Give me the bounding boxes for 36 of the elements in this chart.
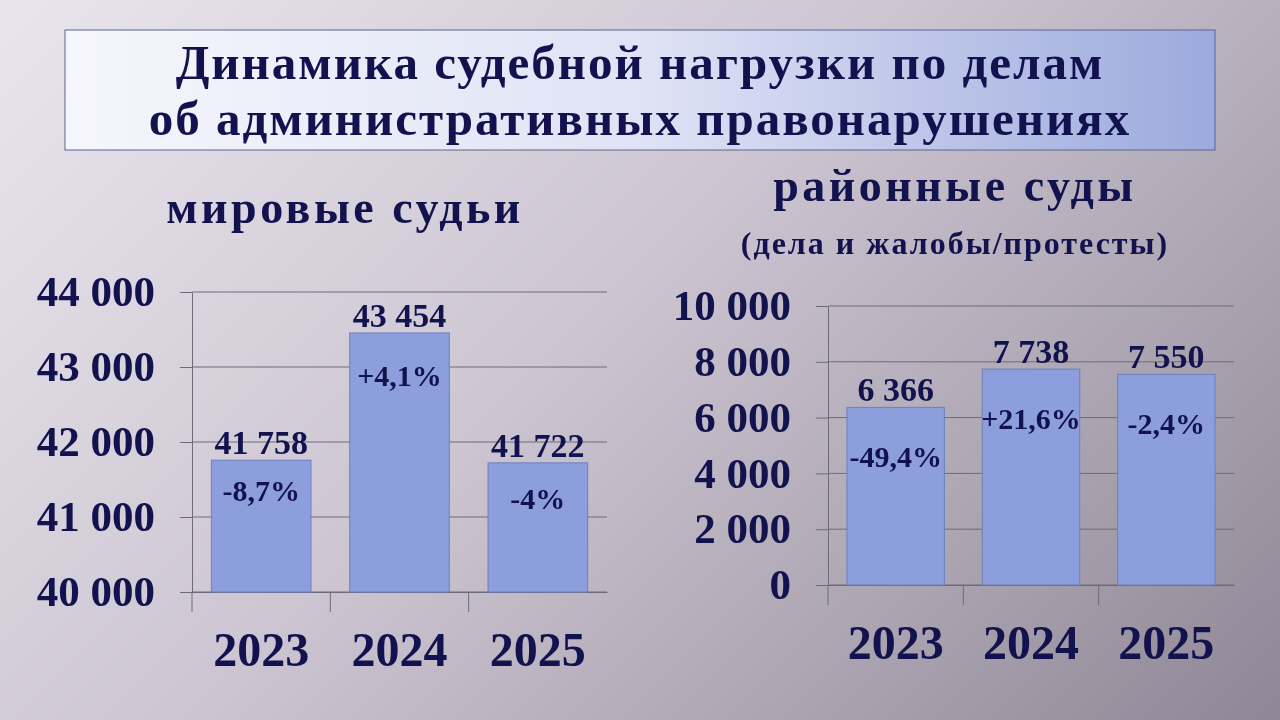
x-tick-label: 2025 [489,623,586,677]
annotation: -2,4% [1127,406,1206,440]
annotation: +4,1% [357,359,442,393]
y-tick-label: 4 000 [694,449,791,497]
data-label: 41 758 [214,424,308,462]
y-tick-label: 8 000 [694,338,791,386]
data-label: 43 454 [352,296,447,334]
data-label: 7 550 [1128,338,1205,376]
y-tick-label: 41 000 [36,493,155,541]
x-tick-label: 2023 [213,623,310,677]
annotation: -49,4% [849,439,942,473]
x-tick-label: 2024 [351,623,448,677]
y-tick-label: 10 000 [672,282,791,330]
chart-title: районные суды [773,160,1137,212]
data-label: 7 738 [992,333,1070,371]
chart-title: мировые судьи [166,182,524,234]
y-tick-label: 42 000 [36,418,155,466]
y-tick-label: 6 000 [694,393,791,441]
data-label: 6 366 [857,371,934,409]
annotation: +21,6% [981,401,1081,435]
bar [1117,373,1216,586]
text: Динамика судебной нагрузки по делам об административных правонарушениях [148,34,1132,147]
y-tick-label: 40 000 [36,568,155,616]
data-label: 41 722 [491,426,585,464]
x-tick-label: 2024 [983,616,1079,670]
annotation: -8,7% [222,473,300,507]
x-tick-label: 2023 [847,616,944,670]
chart-subtitle: (дела и жалобы/протесты) [740,225,1170,262]
y-tick-label: 2 000 [694,505,791,553]
y-tick-label: 44 000 [36,268,155,316]
y-tick-label: 0 [769,561,791,609]
x-tick-label: 2025 [1118,616,1215,670]
annotation: -4% [510,482,566,516]
bar [846,406,945,586]
y-tick-label: 43 000 [36,343,155,391]
bar [981,368,1081,586]
